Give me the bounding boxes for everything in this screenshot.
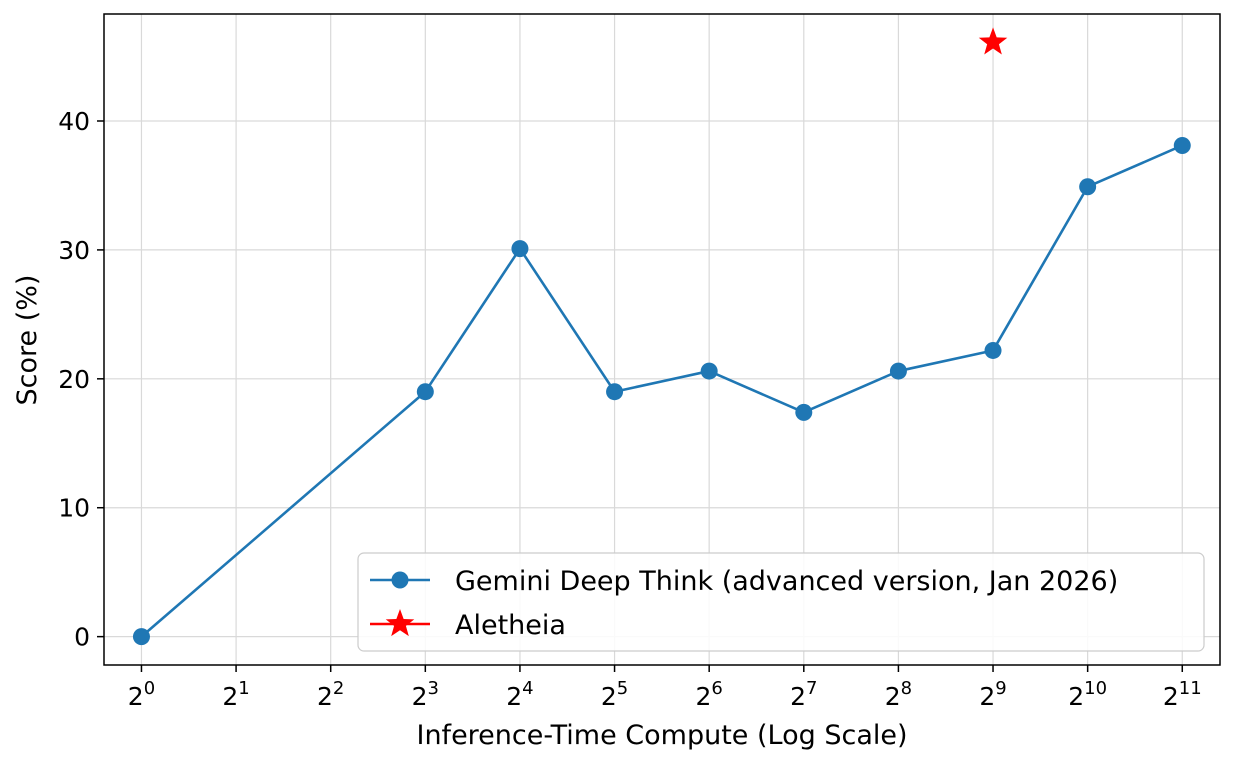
- x-tick-label: 26: [695, 678, 722, 711]
- legend-label: Gemini Deep Think (advanced version, Jan…: [455, 566, 1118, 597]
- x-tick-label: 24: [506, 678, 533, 711]
- x-tick-label: 28: [885, 678, 912, 711]
- legend: Gemini Deep Think (advanced version, Jan…: [357, 552, 1205, 652]
- data-point: [132, 628, 150, 646]
- legend-label: Aletheia: [455, 610, 566, 641]
- x-tick-label: 22: [317, 678, 344, 711]
- data-point: [700, 362, 718, 380]
- data-point: [1173, 136, 1191, 154]
- x-tick-label: 20: [128, 678, 155, 711]
- legend-marker: [385, 609, 415, 637]
- data-point: [984, 341, 1002, 359]
- y-axis-label: Score (%): [12, 275, 43, 406]
- data-point: [889, 362, 907, 380]
- x-tick-label: 210: [1068, 678, 1107, 711]
- legend-marker: [391, 571, 409, 589]
- x-tick-label: 23: [412, 678, 439, 711]
- axes-frame: [103, 13, 1221, 666]
- data-point-star: [978, 27, 1008, 55]
- x-axis-label: Inference-Time Compute (Log Scale): [416, 720, 907, 751]
- x-tick-label: 211: [1163, 678, 1202, 711]
- y-tick-label: 30: [58, 236, 90, 265]
- data-point: [606, 383, 624, 401]
- y-tick-label: 10: [58, 494, 90, 523]
- plot-area: [132, 27, 1191, 646]
- data-point: [416, 383, 434, 401]
- x-tick-label: 27: [790, 678, 817, 711]
- data-point: [795, 403, 813, 421]
- y-tick-label: 40: [58, 107, 90, 136]
- data-point: [1079, 178, 1097, 196]
- x-tick-label: 21: [222, 678, 249, 711]
- y-tick-label: 20: [58, 365, 90, 394]
- x-tick-label: 25: [601, 678, 628, 711]
- x-tick-label: 29: [979, 678, 1006, 711]
- axis-ticks: 20 21 22 23 24 25 26 27 28 29 210 211 0 10 20 30 40: [58, 107, 1201, 711]
- series-line: [140, 144, 1183, 638]
- y-tick-label: 0: [74, 623, 90, 652]
- legend-box: [357, 552, 1205, 652]
- data-point: [511, 240, 529, 258]
